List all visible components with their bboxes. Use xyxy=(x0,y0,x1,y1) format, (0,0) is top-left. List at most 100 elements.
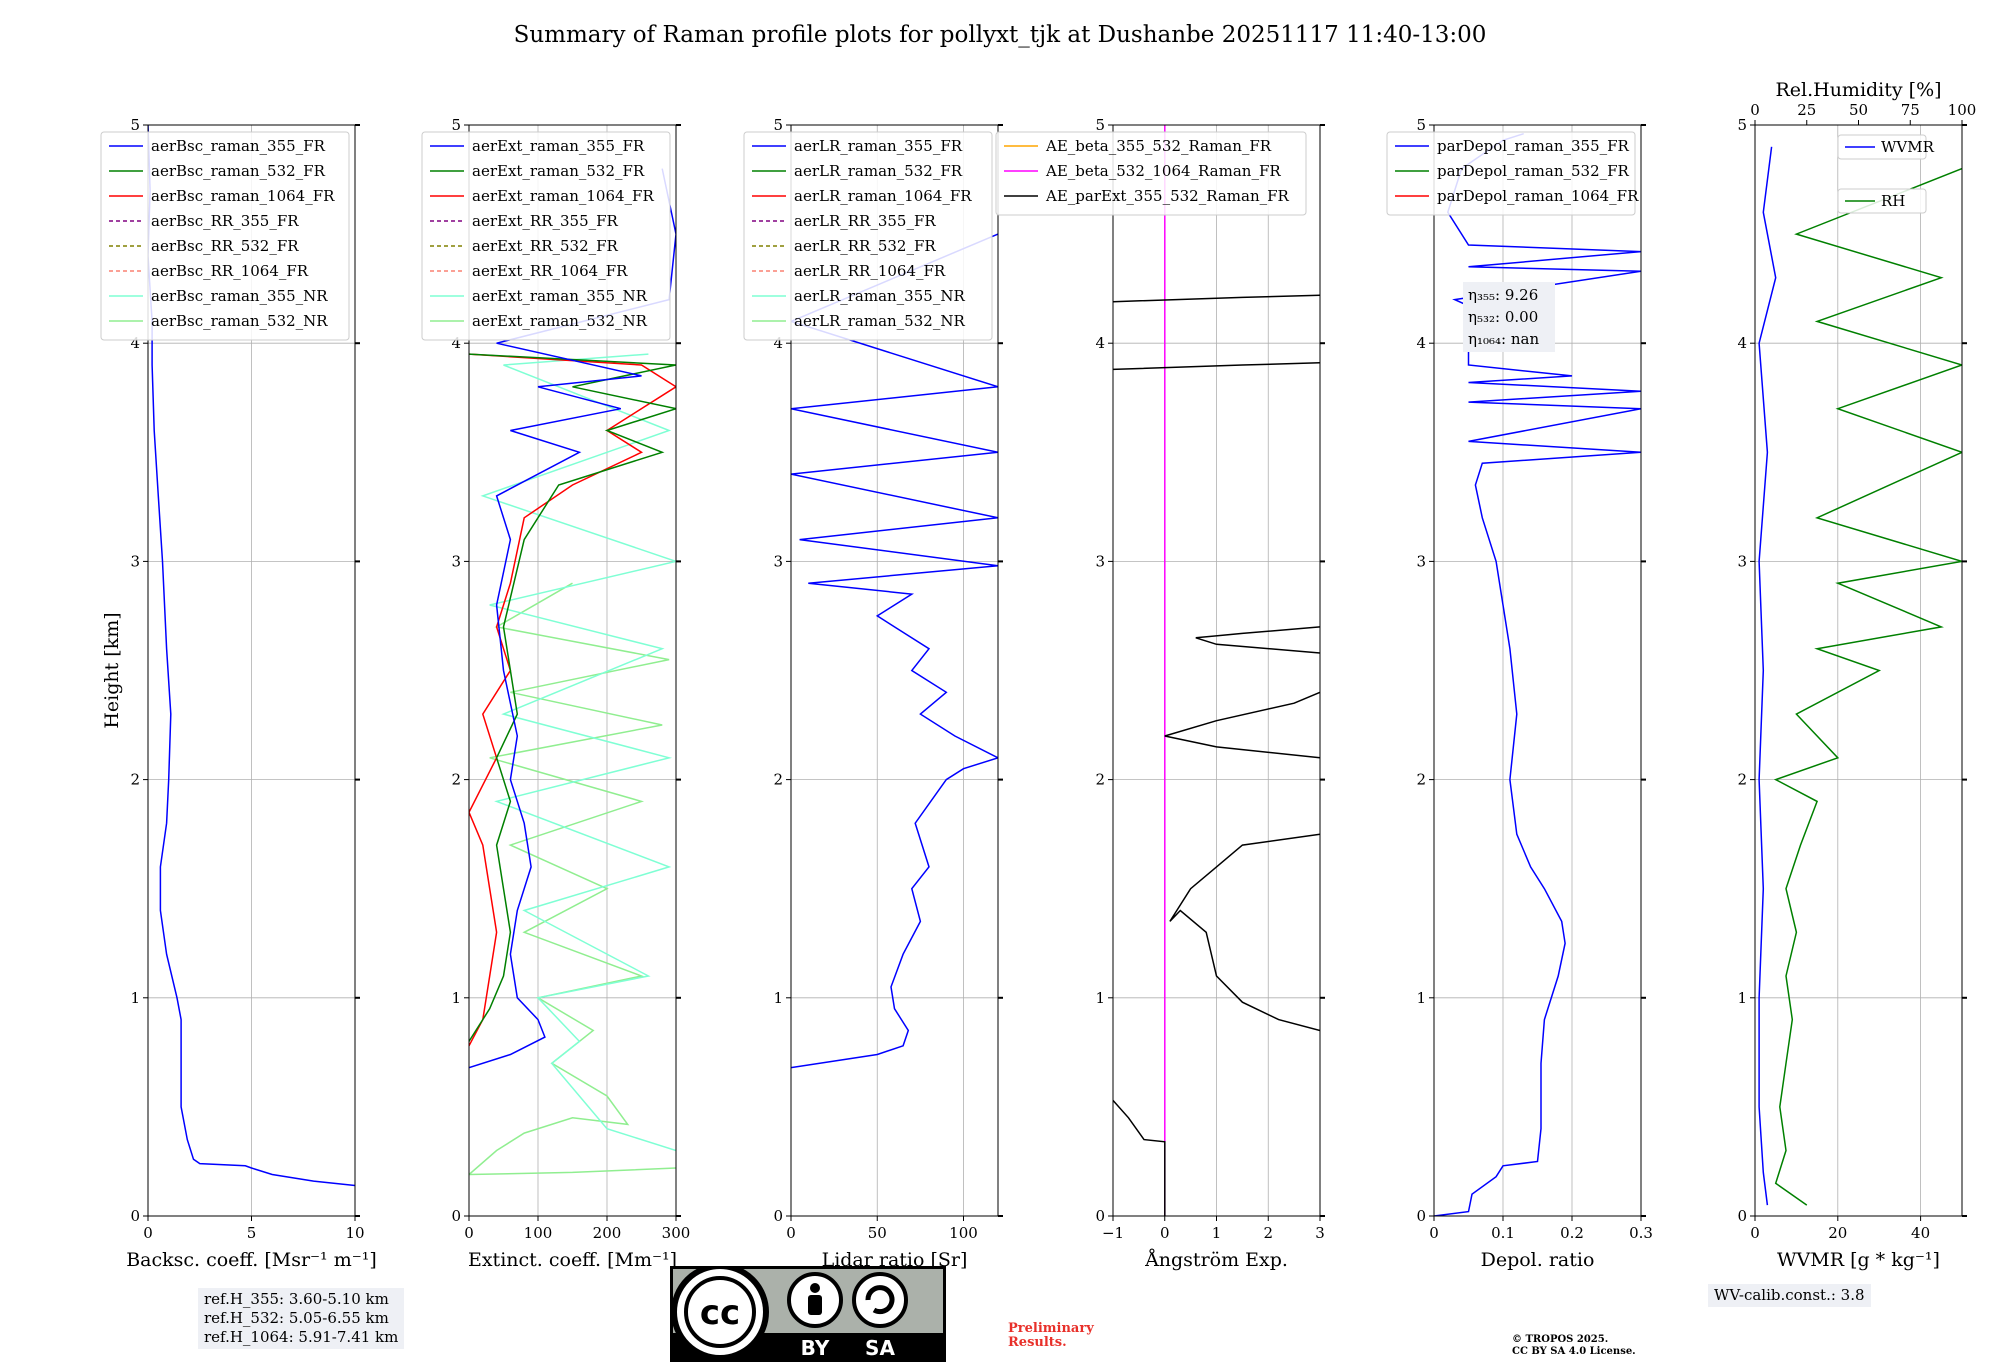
figure-title: Summary of Raman profile plots for polly… xyxy=(513,22,1487,48)
legend-label: aerBsc_raman_532_FR xyxy=(151,162,326,180)
legend-label: aerLR_RR_532_FR xyxy=(794,237,936,255)
cc-by-sa-license-badge: cc BY SA xyxy=(670,1266,946,1362)
preliminary-line-1: Preliminary xyxy=(1008,1321,1094,1336)
legend-label: aerLR_raman_532_FR xyxy=(794,162,963,180)
y-tick-label: 1 xyxy=(1095,989,1105,1007)
legend-label: aerLR_raman_532_NR xyxy=(794,312,965,330)
series-AE_parExt_355_532_Raman_FR xyxy=(1195,626,1320,654)
y-tick-label: 4 xyxy=(130,334,140,352)
sa-label: SA xyxy=(865,1336,895,1360)
x-tick-label: 5 xyxy=(247,1224,257,1242)
cc-inner-ring xyxy=(684,1276,756,1348)
y-axis-label: Height [km] xyxy=(101,612,123,728)
legend-depol: parDepol_raman_355_FR parDepol_raman_532_… xyxy=(1386,131,1639,216)
legend-label: aerLR_raman_1064_FR xyxy=(794,187,972,205)
y-tick-label: 0 xyxy=(773,1207,783,1225)
legend-box xyxy=(1386,131,1636,216)
series-group xyxy=(469,168,676,1176)
series-AE_parExt_355_532_Raman_FR xyxy=(1113,294,1320,303)
x-tick-label: 0 xyxy=(464,1224,474,1242)
x-tick-label: 0 xyxy=(1160,1224,1170,1242)
legend-label: aerLR_RR_355_FR xyxy=(794,212,936,230)
legend-label: WVMR xyxy=(1881,138,1935,156)
series-aerExt_raman_355_NR xyxy=(480,353,676,1152)
y-tick-label: 1 xyxy=(1416,989,1426,1007)
y-tick-label: 3 xyxy=(1095,552,1105,570)
legend-label: parDepol_raman_1064_FR xyxy=(1437,187,1639,205)
sa-share-alike-icon xyxy=(852,1272,908,1328)
x-tick-label: −1 xyxy=(1102,1224,1124,1242)
y-tick-label: 0 xyxy=(1095,1207,1105,1225)
annotation-line: η₃₅₅: 9.26 xyxy=(1468,286,1538,304)
copyright-note: © TROPOS 2025. CC BY SA 4.0 License. xyxy=(1512,1334,1636,1358)
series-group xyxy=(148,125,355,1187)
y-tick-label: 5 xyxy=(1095,116,1105,134)
axes-frame xyxy=(1433,124,1642,1217)
y-tick-label: 3 xyxy=(451,552,461,570)
series-AE_parExt_355_532_Raman_FR xyxy=(1169,833,1320,1032)
ref-height-box: ref.H_355: 3.60-5.10 km ref.H_532: 5.05-… xyxy=(198,1288,405,1349)
x-tick-label: 1 xyxy=(1212,1224,1222,1242)
series-aerExt_raman_532_NR xyxy=(469,582,676,1176)
legend-ae: AE_beta_355_532_Raman_FR AE_beta_532_1064… xyxy=(995,131,1307,216)
series-aerExt_raman_355_FR xyxy=(469,168,676,1069)
y-tick-label: 0 xyxy=(1416,1207,1426,1225)
legend-label: RH xyxy=(1881,192,1905,210)
legend-label: aerExt_RR_532_FR xyxy=(472,237,619,255)
y-tick-label: 4 xyxy=(1095,334,1105,352)
legend-box xyxy=(1837,188,1927,214)
legend-label: aerExt_RR_355_FR xyxy=(472,212,619,230)
x-tick-label: 300 xyxy=(662,1224,691,1242)
legend-label: aerBsc_raman_532_NR xyxy=(151,312,328,330)
x-axis-label: Extinct. coeff. [Mm⁻¹] xyxy=(468,1249,677,1271)
y-tick-label: 1 xyxy=(130,989,140,1007)
x-tick-label: 3 xyxy=(1315,1224,1325,1242)
person-head xyxy=(810,1283,820,1293)
axes-frame xyxy=(790,124,999,1217)
series-aerExt_raman_532_FR xyxy=(469,353,676,1042)
x-tick-label: 100 xyxy=(949,1224,978,1242)
legend-label: aerBsc_raman_355_FR xyxy=(151,137,326,155)
y-tick-label: 4 xyxy=(773,334,783,352)
x-tick-label: 0 xyxy=(786,1224,796,1242)
x-tick-label: 10 xyxy=(345,1224,364,1242)
top-x-tick-label: 25 xyxy=(1797,101,1816,119)
y-tick-label: 0 xyxy=(451,1207,461,1225)
legend-label: aerExt_raman_532_NR xyxy=(472,312,648,330)
x-tick-label: 2 xyxy=(1263,1224,1273,1242)
legend-label: AE_beta_532_1064_Raman_FR xyxy=(1045,162,1281,180)
y-tick-label: 2 xyxy=(130,771,140,789)
y-tick-label: 0 xyxy=(1737,1207,1747,1225)
series-AE_parExt_355_532_Raman_FR xyxy=(1113,362,1320,371)
legend-label: aerLR_raman_355_FR xyxy=(794,137,963,155)
axes-frame xyxy=(468,124,677,1217)
y-tick-label: 4 xyxy=(1737,334,1747,352)
x-tick-label: 0 xyxy=(1750,1224,1760,1242)
series-group xyxy=(791,233,998,1069)
y-tick-label: 2 xyxy=(1737,771,1747,789)
legend-label: aerExt_RR_1064_FR xyxy=(472,262,628,280)
y-tick-label: 1 xyxy=(1737,989,1747,1007)
y-tick-label: 3 xyxy=(1737,552,1747,570)
y-tick-label: 3 xyxy=(1416,552,1426,570)
cc-logo-text: cc xyxy=(700,1293,740,1333)
wv-calib-text: WV-calib.const.: 3.8 xyxy=(1714,1286,1865,1304)
legend-box xyxy=(100,131,350,341)
x-tick-label: 200 xyxy=(593,1224,622,1242)
y-tick-label: 2 xyxy=(1095,771,1105,789)
legend-label: aerLR_RR_1064_FR xyxy=(794,262,946,280)
wv-calib-box: WV-calib.const.: 3.8 xyxy=(1708,1284,1871,1307)
legend-ext: aerExt_raman_355_FR aerExt_raman_532_FRae… xyxy=(421,131,671,341)
ref-height-355: ref.H_355: 3.60-5.10 km xyxy=(204,1290,389,1308)
y-tick-label: 5 xyxy=(1416,116,1426,134)
annotation-line: η₅₃₂: 0.00 xyxy=(1468,308,1538,326)
panel-ext: 0 1 2 3 4 5 0 100 200 300 Extinct. coeff. [Mm⁻¹] ae… xyxy=(421,116,691,1271)
legend-bsc: aerBsc_raman_355_FR aerBsc_raman_532_FRae… xyxy=(100,131,350,341)
legend-label: aerLR_raman_355_NR xyxy=(794,287,965,305)
legend-box xyxy=(743,131,993,341)
series-group xyxy=(1113,125,1320,1216)
